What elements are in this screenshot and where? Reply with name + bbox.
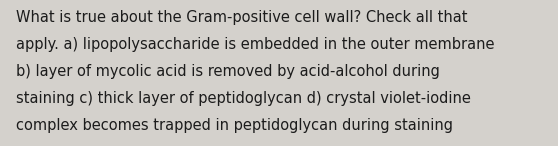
Text: staining c) thick layer of peptidoglycan d) crystal violet-iodine: staining c) thick layer of peptidoglycan…: [16, 91, 470, 106]
Text: b) layer of mycolic acid is removed by acid-alcohol during: b) layer of mycolic acid is removed by a…: [16, 64, 440, 79]
Text: apply. a) lipopolysaccharide is embedded in the outer membrane: apply. a) lipopolysaccharide is embedded…: [16, 37, 494, 52]
Text: What is true about the Gram-positive cell wall? Check all that: What is true about the Gram-positive cel…: [16, 10, 467, 25]
Text: complex becomes trapped in peptidoglycan during staining: complex becomes trapped in peptidoglycan…: [16, 118, 453, 133]
